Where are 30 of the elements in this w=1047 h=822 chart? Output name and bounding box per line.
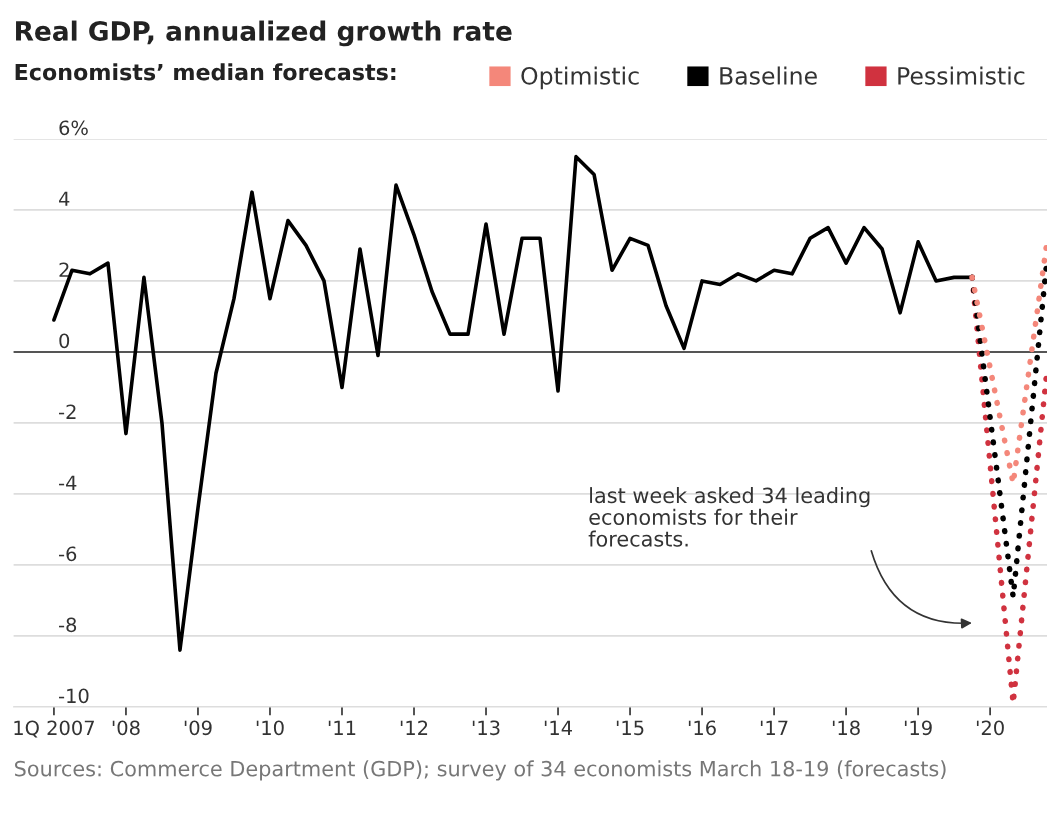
y-tick-label: -10 xyxy=(59,688,89,704)
x-tick-label: '18 xyxy=(832,720,860,736)
x-tick-label: '20 xyxy=(976,720,1004,736)
x-tick-label: '16 xyxy=(688,720,716,736)
x-tick-label: '10 xyxy=(256,720,284,736)
y-tick-label: 2 xyxy=(59,262,69,277)
y-tick-label: 4 xyxy=(59,191,70,206)
legend-label: Optimistic xyxy=(521,66,639,90)
y-tick-label: 0 xyxy=(59,333,70,349)
y-tick-label: 6% xyxy=(59,120,88,136)
chart-title: Real GDP, annualized growth rate xyxy=(16,20,512,47)
x-tick-label: '17 xyxy=(760,720,788,735)
annotation: last week asked 34 leading economists for their forecasts. xyxy=(588,487,870,547)
y-tick-label: -6 xyxy=(59,546,77,562)
y-tick-label: -8 xyxy=(59,617,77,633)
x-tick-label: '14 xyxy=(544,720,572,735)
x-tick-label: 1Q 2007 xyxy=(14,720,94,738)
x-tick-label: '08 xyxy=(112,720,140,736)
legend-label: Baseline xyxy=(720,66,817,85)
legend-label: Pessimistic xyxy=(898,66,1025,85)
y-tick-label: -2 xyxy=(59,404,76,419)
x-tick-label: '09 xyxy=(184,720,212,736)
x-tick-label: '12 xyxy=(400,720,428,735)
x-tick-label: '15 xyxy=(616,720,644,736)
legend-title: Economists’ median forecasts: xyxy=(15,63,396,81)
x-tick-label: '11 xyxy=(328,720,356,735)
x-tick-label: '19 xyxy=(904,720,932,736)
source-note: Sources: Commerce Department (GDP); survey of 34 economists March 18-19 (forecasts) xyxy=(14,760,946,781)
x-tick-label: '13 xyxy=(472,720,500,736)
y-tick-label: -4 xyxy=(59,475,77,490)
